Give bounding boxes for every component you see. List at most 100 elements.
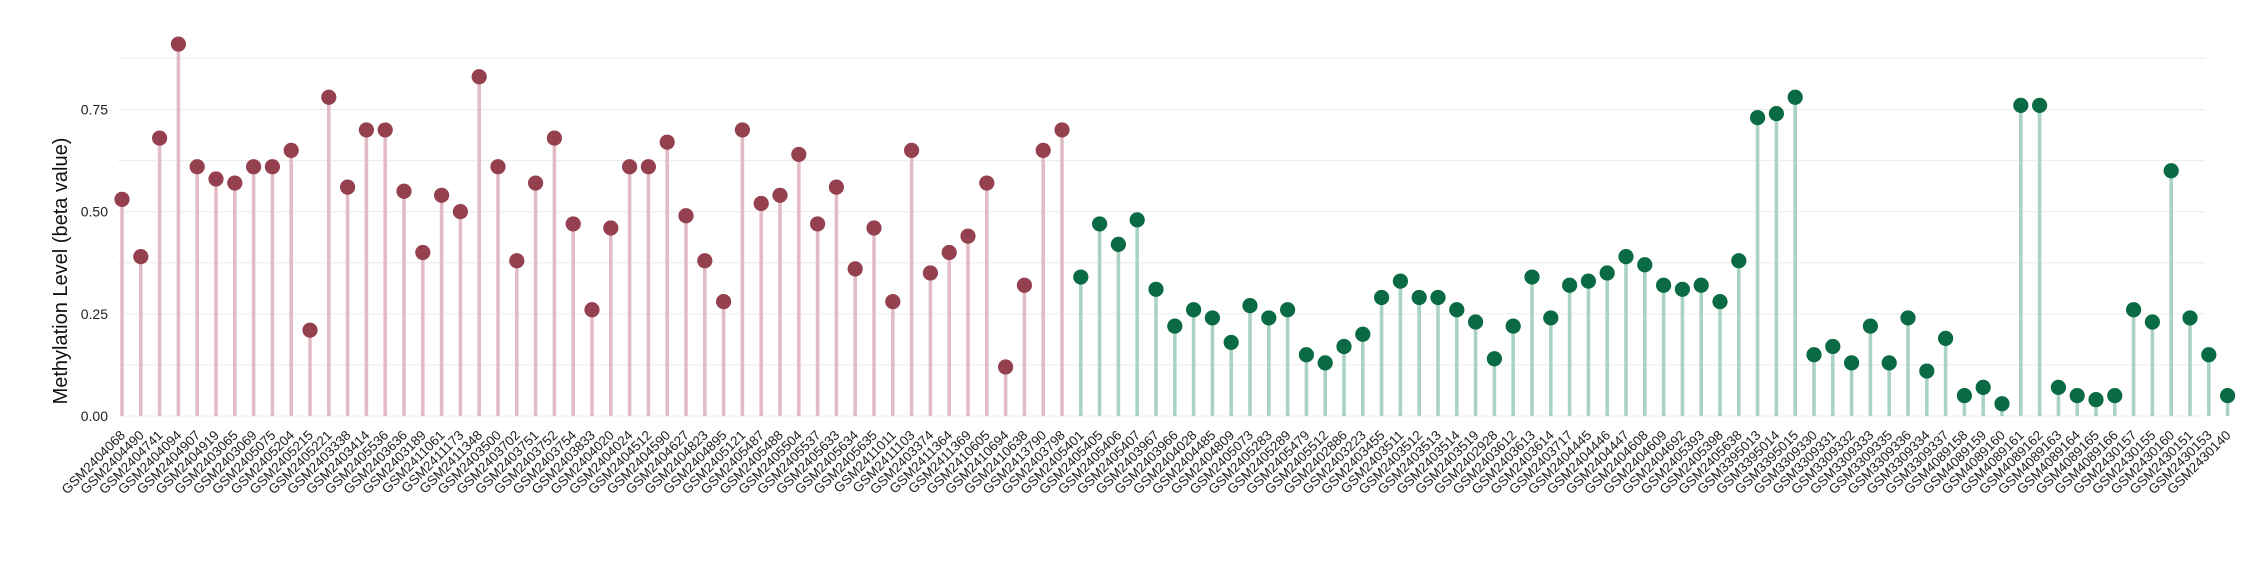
- lollipop-point: [208, 171, 224, 187]
- lollipop-point: [979, 175, 995, 191]
- lollipop-point: [640, 159, 657, 175]
- lollipop-point: [1768, 105, 1784, 122]
- lollipop-point: [1825, 338, 1841, 355]
- lollipop-point: [490, 159, 506, 175]
- lollipop-point: [434, 187, 450, 203]
- lollipop-point: [509, 253, 525, 269]
- lollipop-point: [1750, 110, 1766, 126]
- lollipop-point: [1693, 277, 1709, 293]
- lollipop-point: [2182, 310, 2198, 326]
- y-tick-label: 0.75: [81, 101, 108, 117]
- lollipop-point: [584, 302, 600, 318]
- lollipop-point: [1712, 293, 1728, 310]
- lollipop-point: [941, 244, 957, 261]
- lollipop-point: [1336, 338, 1352, 355]
- lollipop-point: [264, 159, 280, 175]
- lollipop-point: [1618, 249, 1634, 265]
- lollipop-point: [1599, 265, 1615, 281]
- lollipop-point: [1073, 269, 1089, 285]
- lollipop-point: [1562, 277, 1578, 293]
- lollipop-point: [1449, 302, 1465, 318]
- lollipop-point: [753, 195, 769, 212]
- lollipop-point: [1994, 396, 2010, 412]
- lollipop-point: [1261, 310, 1277, 326]
- lollipop-point: [1129, 212, 1145, 228]
- lollipop-point: [1167, 318, 1183, 334]
- lollipop-point: [1524, 269, 1540, 285]
- lollipop-point: [2069, 387, 2085, 404]
- lollipop-point: [452, 204, 468, 220]
- lollipop-point: [358, 122, 374, 138]
- lollipop-point: [716, 293, 732, 310]
- lollipop-point: [1975, 379, 1991, 395]
- lollipop-point: [1374, 289, 1390, 306]
- lollipop-point: [1674, 281, 1690, 297]
- lollipop-point: [340, 179, 356, 195]
- lollipop-point: [2163, 163, 2179, 179]
- lollipop-point: [1355, 326, 1371, 342]
- lollipop-point: [828, 179, 845, 195]
- lollipop-point: [2013, 97, 2029, 113]
- lollipop-point: [321, 89, 337, 105]
- lollipop-point: [1637, 257, 1653, 273]
- lollipop-point: [847, 261, 863, 277]
- lollipop-point: [565, 216, 581, 232]
- lollipop-stems: [120, 44, 2230, 416]
- lollipop-point: [1298, 347, 1314, 363]
- y-axis-label: Methylation Level (beta value): [50, 138, 72, 405]
- lollipop-point: [1919, 363, 1935, 379]
- lollipop-point: [1054, 122, 1070, 138]
- lollipop-point: [772, 187, 788, 203]
- lollipop-point: [1280, 302, 1296, 318]
- lollipop-point: [603, 220, 619, 236]
- lollipop-point: [1430, 289, 1446, 306]
- lollipop-point: [2220, 387, 2236, 404]
- lollipop-point: [2144, 314, 2160, 330]
- lollipop-point: [1317, 355, 1333, 371]
- lollipop-point: [1900, 310, 1916, 326]
- lollipop-point: [810, 216, 826, 232]
- lollipop-point: [1656, 277, 1672, 293]
- lollipop-point: [1731, 253, 1747, 269]
- lollipop-point: [2032, 97, 2048, 113]
- lollipop-point: [302, 322, 318, 338]
- lollipop-point: [189, 159, 205, 175]
- lollipop-dots: [114, 36, 2236, 412]
- lollipop-point: [133, 249, 149, 265]
- lollipop-point: [246, 159, 262, 175]
- lollipop-point: [2088, 392, 2104, 408]
- lollipop-point: [283, 142, 299, 158]
- lollipop-point: [2050, 379, 2066, 395]
- lollipop-point: [2107, 387, 2123, 404]
- lollipop-point: [1092, 216, 1108, 232]
- lollipop-point: [1844, 355, 1860, 371]
- lollipop-point: [471, 69, 487, 85]
- y-axis-ticks: 0.00 0.25 0.50 0.75: [81, 101, 108, 424]
- lollipop-point: [622, 159, 638, 175]
- lollipop-point: [1204, 310, 1220, 326]
- lollipop-point: [1016, 277, 1032, 293]
- lollipop-point: [1543, 310, 1559, 326]
- lollipop-point: [1956, 387, 1972, 404]
- lollipop-point: [528, 175, 544, 191]
- lollipop-point: [922, 265, 939, 281]
- lollipop-point: [866, 220, 882, 236]
- lollipop-point: [1148, 281, 1164, 297]
- y-tick-label: 0.50: [81, 204, 108, 220]
- x-axis-ticks: GSM2404068GSM2404490GSM2404741GSM2404094…: [59, 427, 2234, 497]
- lollipop-point: [1862, 318, 1878, 334]
- lollipop-point: [114, 191, 130, 207]
- lollipop-point: [1787, 89, 1803, 105]
- lollipop-point: [1186, 302, 1202, 318]
- lollipop-point: [697, 253, 713, 269]
- lollipop-point: [1580, 273, 1596, 289]
- lollipop-point: [734, 122, 751, 138]
- lollipop-point: [1392, 273, 1408, 289]
- y-tick-label: 0.25: [81, 306, 108, 322]
- lollipop-point: [1035, 142, 1051, 158]
- lollipop-point: [377, 122, 393, 138]
- lollipop-point: [227, 175, 243, 191]
- lollipop-point: [396, 183, 412, 199]
- lollipop-point: [1411, 289, 1427, 306]
